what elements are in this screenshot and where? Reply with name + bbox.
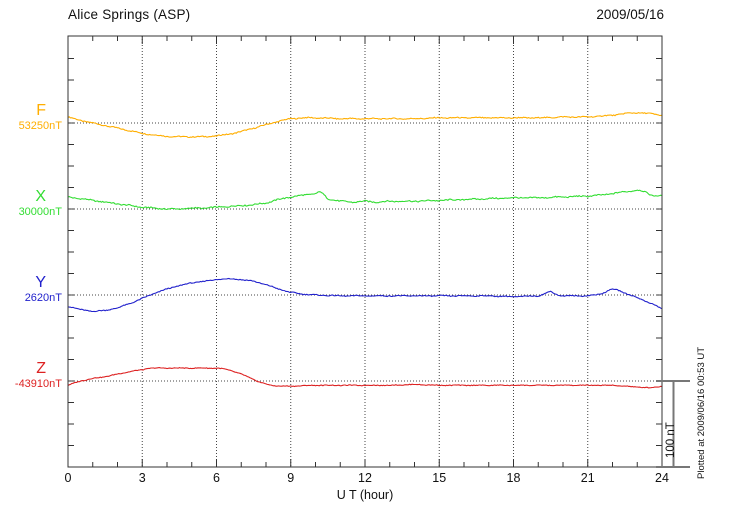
x-tick-label: 6	[213, 471, 220, 485]
plot-frame	[67, 35, 663, 468]
trace-baseline-value-F: 53250nT	[18, 120, 62, 132]
scale-bar-label: 100 nT	[665, 422, 677, 458]
trace-F	[67, 111, 663, 139]
trace-label-Y: Y 2620nT	[0, 275, 62, 306]
trace-Z	[67, 367, 663, 389]
x-tick-label: 12	[358, 471, 372, 485]
trace-baseline-value-Z: -43910nT	[14, 378, 62, 390]
x-tick-label: 15	[432, 471, 447, 485]
trace-baseline-value-Y: 2620nT	[24, 292, 62, 304]
plotted-at-note: Plotted at 2009/06/16 00:53 UT	[696, 346, 707, 479]
x-tick-label: 3	[138, 471, 146, 485]
observation-date: 2009/05/16	[596, 7, 664, 22]
trace-label-X: X 30000nT	[0, 189, 62, 220]
x-tick-label: 0	[64, 471, 72, 485]
station-title: Alice Springs (ASP)	[68, 7, 191, 22]
trace-X	[67, 189, 663, 211]
trace-letter-X: X	[35, 188, 46, 205]
x-tick-label: 21	[580, 471, 595, 485]
x-axis-label: U T (hour)	[336, 488, 394, 502]
trace-letter-Y: Y	[35, 274, 46, 291]
trace-Y	[67, 277, 663, 313]
trace-letter-Z: Z	[36, 360, 46, 377]
x-tick-label: 18	[506, 471, 521, 485]
trace-letter-F: F	[36, 102, 46, 119]
x-tick-label: 9	[287, 471, 295, 485]
trace-label-F: F 53250nT	[0, 103, 62, 134]
x-tick-label: 24	[655, 471, 669, 485]
trace-baseline-value-X: 30000nT	[18, 206, 62, 218]
trace-label-Z: Z -43910nT	[0, 361, 62, 392]
